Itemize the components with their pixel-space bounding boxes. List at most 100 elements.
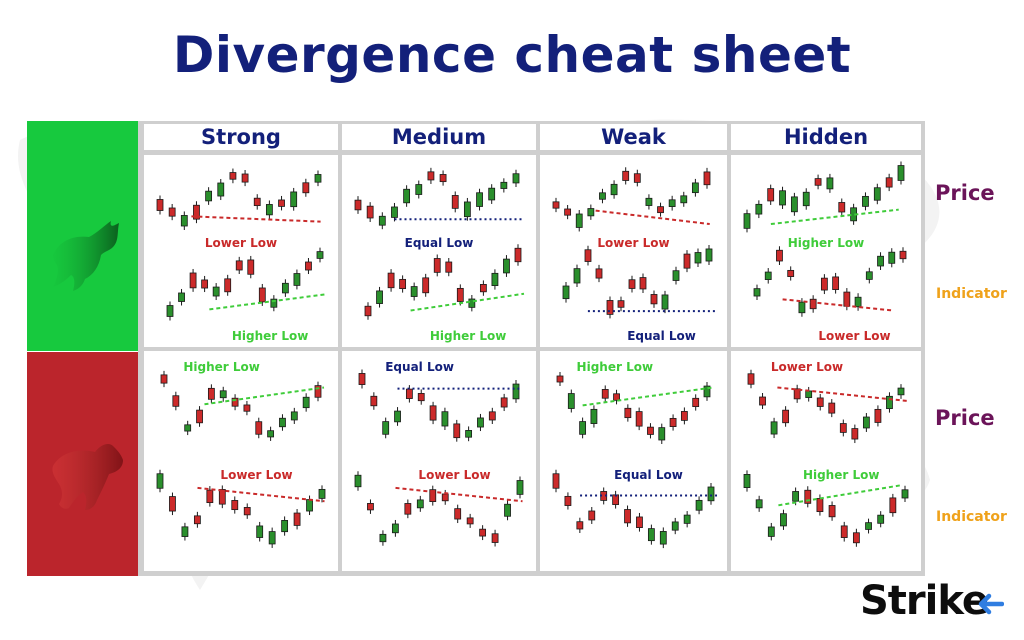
candle-body — [156, 199, 164, 211]
candle-body — [391, 523, 399, 534]
candle-body — [178, 292, 185, 302]
trend-line — [782, 298, 894, 312]
candle-body — [367, 503, 374, 511]
candle-body — [364, 305, 372, 317]
candle-body — [265, 204, 273, 216]
candle-body — [590, 408, 598, 424]
candle-body — [387, 272, 395, 289]
candle-body — [267, 430, 275, 438]
candle-body — [189, 272, 197, 289]
candle-body — [477, 417, 484, 428]
candle-body — [661, 294, 669, 310]
candle-body — [639, 277, 647, 290]
candle-body — [181, 526, 189, 537]
candle-body — [290, 191, 298, 208]
candle-body — [410, 286, 418, 297]
candlestick-series — [166, 247, 324, 321]
column-header-strong: Strong — [144, 124, 338, 150]
candlestick-series — [552, 469, 715, 549]
candle-body — [862, 195, 869, 207]
column-header-weak: Weak — [540, 124, 727, 150]
candle-body — [897, 387, 905, 396]
column-header-hidden: Hidden — [731, 124, 921, 150]
cell-bullish-weak: Lower Low Equal Low — [540, 155, 727, 347]
candle-body — [624, 407, 632, 419]
candle-body — [201, 279, 209, 289]
indicator-label-bearish: Indicator — [936, 509, 1007, 525]
candlestick-series — [156, 168, 322, 231]
divergence-label: Lower Low — [418, 468, 490, 482]
candle-body — [376, 290, 383, 304]
candle-body — [779, 190, 786, 206]
candle-body — [479, 284, 487, 293]
candle-body — [865, 522, 872, 530]
candle-body — [224, 278, 232, 293]
candle-body — [439, 174, 447, 183]
candle-body — [293, 512, 301, 526]
candle-body — [645, 197, 653, 206]
candle-body — [454, 508, 462, 520]
candle-body — [253, 197, 261, 207]
divergence-label: Higher Low — [430, 329, 507, 343]
candlestick-series — [747, 369, 905, 444]
divergence-label: Lower Low — [597, 236, 669, 250]
candle-body — [354, 199, 362, 211]
candle-body — [576, 521, 584, 530]
candle-body — [613, 393, 620, 401]
divergence-label: Higher Low — [183, 360, 259, 374]
candle-body — [636, 516, 643, 529]
bull-icon — [53, 221, 119, 291]
candle-body — [168, 207, 176, 217]
candle-body — [231, 397, 239, 407]
candle-body — [588, 510, 596, 521]
candle-body — [503, 258, 510, 274]
candlestick-series — [364, 244, 522, 320]
page-title: Divergence cheat sheet — [172, 26, 852, 84]
candle-body — [306, 499, 313, 512]
candlestick-series — [552, 167, 711, 232]
candle-body — [427, 171, 435, 181]
column-header-medium: Medium — [342, 124, 536, 150]
divergence-label: Higher Low — [803, 468, 880, 482]
candle-body — [488, 187, 496, 201]
candlestick-series — [358, 369, 520, 442]
candle-body — [885, 177, 893, 188]
candle-body — [886, 395, 893, 410]
price-label-bullish: Price — [935, 181, 995, 205]
candle-body — [218, 489, 226, 505]
trend-line — [777, 386, 908, 402]
candle-body — [680, 411, 688, 421]
divergence-label: Equal Low — [385, 360, 454, 374]
cell-bullish-medium: Equal Low Higher Low — [342, 155, 536, 347]
candle-body — [802, 191, 810, 207]
candle-body — [587, 208, 595, 217]
candle-body — [814, 178, 822, 186]
indicator-label-bullish: Indicator — [936, 286, 1007, 302]
candlestick-series — [156, 469, 326, 548]
candle-body — [703, 171, 711, 186]
candle-body — [180, 215, 188, 227]
candle-body — [683, 253, 691, 269]
divergence-label: Higher Low — [232, 329, 308, 343]
candle-body — [370, 395, 378, 407]
candle-body — [793, 388, 801, 400]
candle-body — [468, 298, 476, 308]
candle-body — [755, 499, 763, 509]
candle-body — [302, 182, 310, 194]
candle-body — [672, 270, 680, 281]
candle-body — [805, 390, 813, 398]
cell-bearish-hidden: Lower Low Higher Low — [731, 351, 921, 571]
candle-body — [899, 250, 907, 260]
candle-body — [838, 202, 846, 213]
candle-body — [172, 395, 180, 407]
candle-body — [500, 181, 508, 189]
cell-bearish-strong: Higher Low Lower Low — [144, 351, 338, 571]
candle-body — [743, 474, 751, 488]
divergence-label: Higher Low — [577, 360, 654, 374]
candle-body — [889, 497, 897, 514]
trend-line — [595, 209, 710, 226]
candle-body — [193, 204, 200, 220]
candle-body — [379, 533, 387, 543]
candle-body — [205, 190, 213, 202]
candle-body — [759, 396, 766, 406]
